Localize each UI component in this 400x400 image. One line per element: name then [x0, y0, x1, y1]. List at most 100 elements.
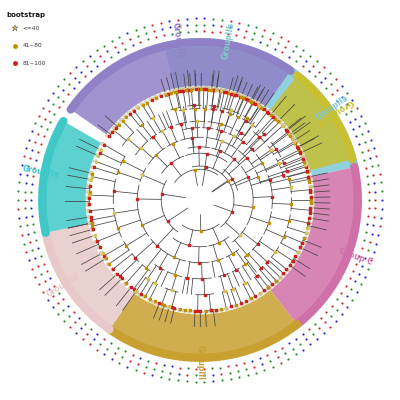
- Bar: [178, 309, 181, 311]
- Bar: [297, 146, 300, 148]
- Bar: [307, 227, 310, 230]
- Bar: [282, 124, 285, 126]
- Bar: [267, 287, 271, 289]
- Bar: [301, 156, 305, 158]
- Bar: [172, 308, 176, 310]
- Bar: [113, 126, 116, 129]
- Bar: [289, 265, 292, 267]
- Bar: [183, 310, 186, 312]
- Bar: [148, 299, 151, 301]
- Bar: [159, 94, 162, 96]
- Bar: [249, 100, 252, 102]
- Bar: [282, 124, 285, 127]
- Bar: [87, 210, 90, 212]
- Bar: [214, 309, 218, 312]
- Bar: [282, 124, 285, 127]
- Bar: [305, 165, 308, 168]
- Bar: [272, 115, 276, 117]
- Bar: [94, 160, 97, 162]
- Bar: [239, 95, 242, 97]
- Bar: [188, 310, 192, 312]
- Bar: [136, 106, 140, 108]
- Bar: [301, 156, 304, 158]
- Bar: [188, 310, 191, 313]
- Bar: [87, 184, 90, 187]
- Bar: [286, 269, 289, 271]
- Bar: [279, 277, 282, 279]
- Bar: [106, 134, 110, 137]
- Bar: [307, 170, 310, 173]
- Bar: [90, 172, 93, 174]
- Bar: [267, 287, 270, 289]
- Bar: [90, 172, 93, 174]
- Bar: [194, 87, 197, 89]
- Bar: [116, 123, 120, 125]
- Bar: [272, 115, 276, 117]
- Bar: [210, 88, 213, 90]
- Bar: [168, 306, 171, 308]
- Bar: [306, 170, 310, 172]
- Bar: [258, 104, 262, 106]
- Bar: [263, 290, 266, 292]
- Bar: [194, 87, 198, 89]
- Bar: [124, 283, 127, 285]
- Bar: [119, 278, 122, 280]
- Bar: [148, 298, 151, 301]
- Bar: [128, 112, 131, 114]
- Bar: [169, 91, 172, 94]
- Bar: [90, 172, 93, 174]
- Bar: [128, 112, 131, 114]
- Bar: [106, 134, 110, 137]
- Bar: [134, 291, 137, 293]
- Bar: [177, 89, 180, 91]
- Bar: [86, 204, 89, 206]
- Bar: [220, 89, 223, 92]
- Bar: [179, 88, 182, 91]
- Bar: [277, 119, 280, 122]
- Bar: [104, 258, 107, 260]
- Bar: [235, 304, 238, 307]
- Bar: [113, 127, 116, 129]
- Bar: [297, 146, 300, 148]
- Bar: [254, 102, 258, 104]
- Bar: [306, 227, 310, 229]
- Polygon shape: [270, 76, 352, 170]
- Bar: [172, 308, 176, 310]
- Bar: [139, 293, 142, 296]
- Bar: [310, 191, 314, 193]
- Bar: [275, 280, 278, 282]
- Bar: [164, 92, 167, 95]
- Bar: [103, 258, 106, 260]
- Bar: [136, 106, 139, 108]
- Bar: [258, 104, 261, 106]
- Bar: [230, 92, 233, 94]
- Bar: [259, 293, 262, 296]
- Bar: [167, 307, 171, 309]
- Bar: [111, 268, 114, 270]
- Bar: [86, 204, 90, 206]
- Bar: [258, 104, 261, 106]
- Bar: [282, 124, 285, 126]
- Bar: [295, 256, 298, 258]
- Bar: [279, 276, 282, 279]
- Bar: [89, 222, 92, 224]
- Bar: [86, 210, 90, 212]
- Bar: [300, 152, 303, 154]
- Bar: [240, 95, 243, 97]
- Bar: [267, 111, 270, 113]
- Bar: [184, 88, 187, 90]
- Bar: [148, 298, 151, 301]
- Bar: [310, 196, 314, 198]
- Bar: [267, 111, 270, 113]
- Bar: [240, 95, 243, 98]
- Bar: [300, 151, 303, 153]
- Bar: [304, 164, 308, 166]
- Bar: [290, 134, 293, 137]
- Bar: [113, 126, 116, 129]
- Bar: [308, 176, 311, 178]
- Text: GroupIIa: GroupIIa: [314, 93, 350, 122]
- Bar: [145, 101, 148, 103]
- Bar: [134, 290, 138, 293]
- Bar: [310, 191, 313, 193]
- Bar: [89, 172, 93, 174]
